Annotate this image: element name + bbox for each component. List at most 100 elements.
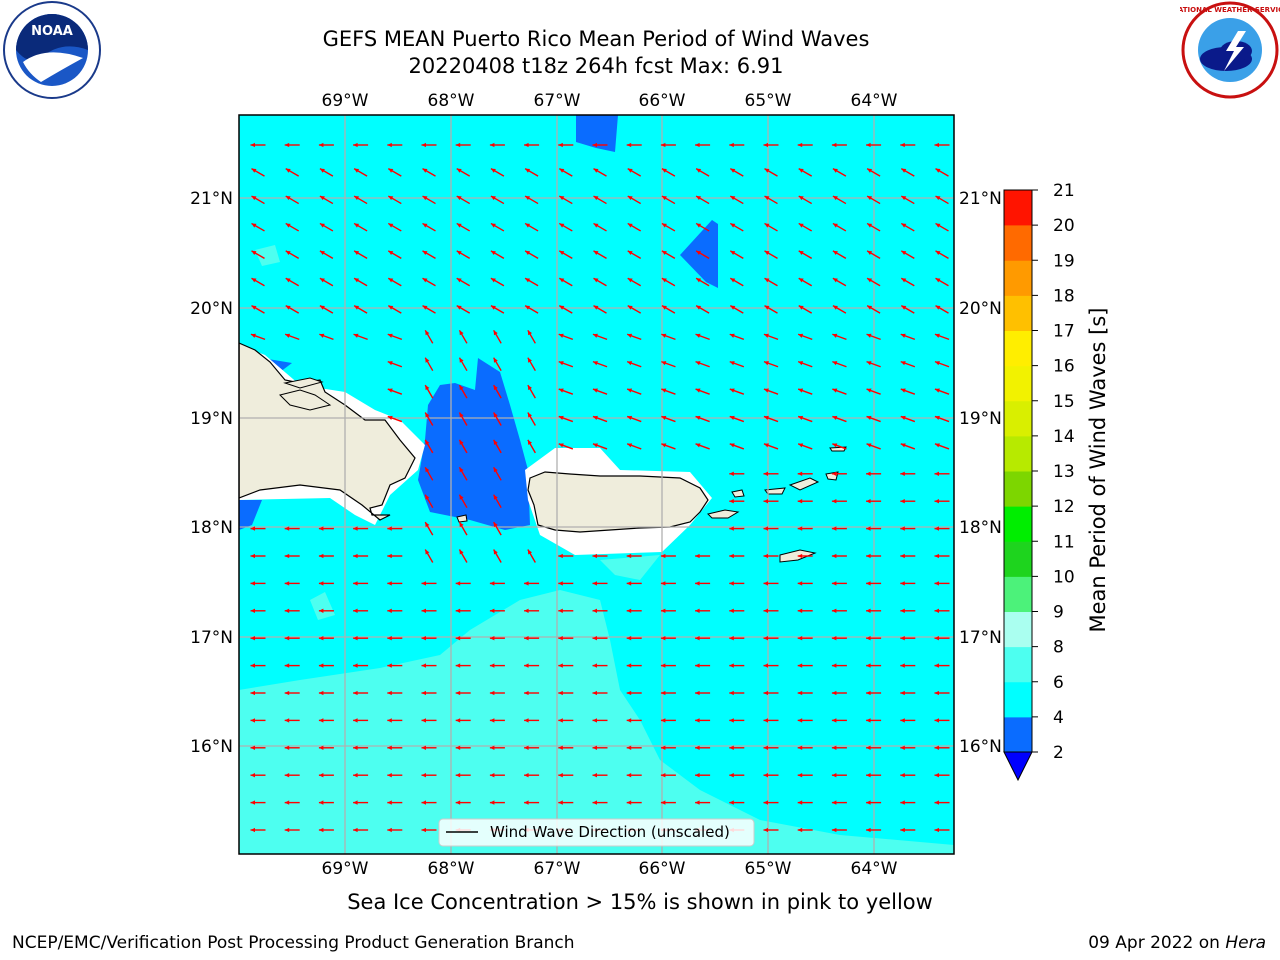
wind-wave-arrow-head bbox=[627, 250, 633, 255]
wind-wave-arrow-head bbox=[285, 278, 291, 283]
wind-wave-arrow-head bbox=[425, 439, 430, 445]
lon-label: 65°W bbox=[745, 91, 792, 111]
wind-wave-arrow-head bbox=[558, 663, 563, 668]
wind-wave-arrow-head bbox=[250, 333, 256, 338]
wind-wave-arrow-head bbox=[900, 690, 905, 696]
wind-wave-arrow-head bbox=[422, 278, 428, 283]
colorbar-label: Mean Period of Wind Waves [s] bbox=[1086, 308, 1110, 633]
wind-wave-arrow-head bbox=[489, 581, 495, 586]
wind-wave-arrow-head bbox=[797, 581, 803, 586]
nws-logo-text: NATIONAL WEATHER SERVICE bbox=[1180, 6, 1280, 14]
wind-wave-arrow-head bbox=[525, 196, 531, 201]
wind-wave-arrow-head bbox=[489, 663, 495, 668]
wind-wave-arrow-head bbox=[524, 690, 529, 696]
footer-branch: NCEP/EMC/Verification Post Processing Pr… bbox=[12, 933, 575, 953]
wind-wave-arrow-head bbox=[285, 305, 291, 310]
wind-wave-arrow-head bbox=[319, 168, 325, 173]
wind-wave-arrow-head bbox=[387, 663, 392, 668]
wind-wave-arrow-head bbox=[388, 168, 394, 173]
colorbar-bin bbox=[1004, 295, 1032, 331]
colorbar-bin bbox=[1004, 541, 1032, 577]
wind-wave-arrow-head bbox=[831, 718, 837, 723]
wind-wave-arrow-head bbox=[251, 250, 257, 255]
wind-wave-arrow-head bbox=[900, 800, 905, 805]
colorbar-tick-label: 14 bbox=[1053, 427, 1075, 447]
wind-wave-arrow-head bbox=[318, 800, 324, 805]
wind-wave-arrow-head bbox=[388, 250, 394, 255]
wind-wave-arrow-head bbox=[459, 412, 464, 418]
wind-wave-arrow-head bbox=[489, 142, 495, 148]
wind-wave-arrow-head bbox=[284, 827, 290, 833]
wind-wave-arrow-head bbox=[934, 415, 940, 421]
colorbar-bin bbox=[1004, 471, 1032, 507]
wind-wave-arrow-head bbox=[285, 168, 291, 173]
wind-wave-arrow-head bbox=[388, 223, 394, 228]
wind-wave-arrow-head bbox=[493, 494, 498, 500]
wind-wave-arrow-head bbox=[524, 142, 529, 148]
wind-wave-arrow-head bbox=[353, 581, 358, 586]
lon-label: 65°W bbox=[745, 859, 792, 879]
wind-wave-arrow-head bbox=[900, 608, 905, 613]
wind-wave-arrow-head bbox=[901, 196, 907, 201]
period-2-4-west-edge bbox=[239, 500, 262, 530]
wind-wave-arrow-head bbox=[250, 663, 256, 668]
wind-wave-arrow-head bbox=[318, 663, 324, 668]
wind-wave-arrow-head bbox=[730, 278, 736, 283]
wind-wave-arrow-head bbox=[763, 773, 769, 778]
lon-label: 66°W bbox=[639, 91, 686, 111]
wind-wave-arrow-head bbox=[525, 223, 531, 228]
land-virgin-islands-a bbox=[764, 487, 786, 495]
wind-wave-arrow-head bbox=[900, 142, 905, 148]
wind-wave-arrow-head bbox=[626, 608, 632, 613]
wind-wave-arrow-head bbox=[490, 168, 496, 173]
wind-wave-arrow-head bbox=[763, 553, 769, 559]
wind-wave-arrow-head bbox=[558, 745, 563, 750]
wind-wave-arrow-head bbox=[935, 855, 940, 859]
wind-wave-arrow-head bbox=[455, 663, 461, 668]
wind-wave-arrow-head bbox=[318, 773, 324, 778]
wind-wave-arrow-head bbox=[387, 855, 392, 859]
colorbar-bin bbox=[1004, 400, 1032, 437]
wind-wave-arrow-head bbox=[900, 855, 905, 859]
wind-wave-arrow-head bbox=[558, 718, 563, 723]
wind-wave-arrow-head bbox=[934, 827, 940, 833]
wind-wave-arrow-head bbox=[900, 499, 905, 504]
lon-label: 66°W bbox=[639, 859, 686, 879]
wind-wave-arrow-head bbox=[592, 718, 598, 723]
wind-wave-arrow-head bbox=[763, 443, 769, 448]
footer-machine-name: Hera bbox=[1225, 933, 1266, 953]
wind-wave-arrow-head bbox=[763, 142, 769, 148]
wind-wave-arrow-head bbox=[661, 443, 667, 448]
wind-wave-arrow-head bbox=[764, 305, 770, 310]
wind-wave-arrow-head bbox=[797, 471, 803, 476]
wind-wave-arrow-head bbox=[935, 278, 941, 283]
wind-wave-arrow-head bbox=[901, 250, 907, 255]
wind-wave-arrow-head bbox=[866, 415, 872, 421]
wind-wave-arrow-head bbox=[459, 357, 464, 363]
wind-wave-arrow-head bbox=[661, 223, 667, 228]
wind-wave-arrow-head bbox=[319, 305, 325, 310]
wind-wave-arrow-head bbox=[797, 827, 803, 833]
wind-wave-arrow-head bbox=[592, 773, 598, 778]
wind-wave-arrow-head bbox=[250, 526, 256, 531]
land-vieques bbox=[707, 509, 740, 519]
wind-wave-arrow-head bbox=[764, 168, 770, 173]
wind-wave-arrow-head bbox=[353, 608, 358, 613]
wind-wave-arrow-head bbox=[935, 250, 941, 255]
wind-wave-arrow-head bbox=[660, 608, 666, 613]
wind-wave-arrow-head bbox=[831, 142, 837, 148]
wind-wave-arrow-head bbox=[421, 581, 427, 586]
colorbar: 2 4 6 8 9 10 11 12 13 14 15 16 17 18 19 20 21 bbox=[1003, 181, 1075, 782]
wind-wave-arrow-head bbox=[831, 526, 837, 531]
wind-wave-arrow-head bbox=[354, 196, 360, 201]
wind-wave-arrow-head bbox=[660, 581, 666, 586]
wind-wave-arrow-head bbox=[798, 168, 804, 173]
wind-wave-arrow-head bbox=[660, 663, 666, 668]
wind-wave-arrow-head bbox=[797, 142, 803, 148]
wind-wave-arrow-head bbox=[763, 361, 769, 366]
wind-wave-arrow-head bbox=[525, 250, 531, 255]
wind-wave-arrow-head bbox=[661, 168, 667, 173]
nws-logo: NATIONAL WEATHER SERVICE bbox=[1180, 1, 1280, 99]
colorbar-tick-label: 4 bbox=[1053, 708, 1064, 728]
wind-wave-arrow-head bbox=[763, 718, 769, 723]
